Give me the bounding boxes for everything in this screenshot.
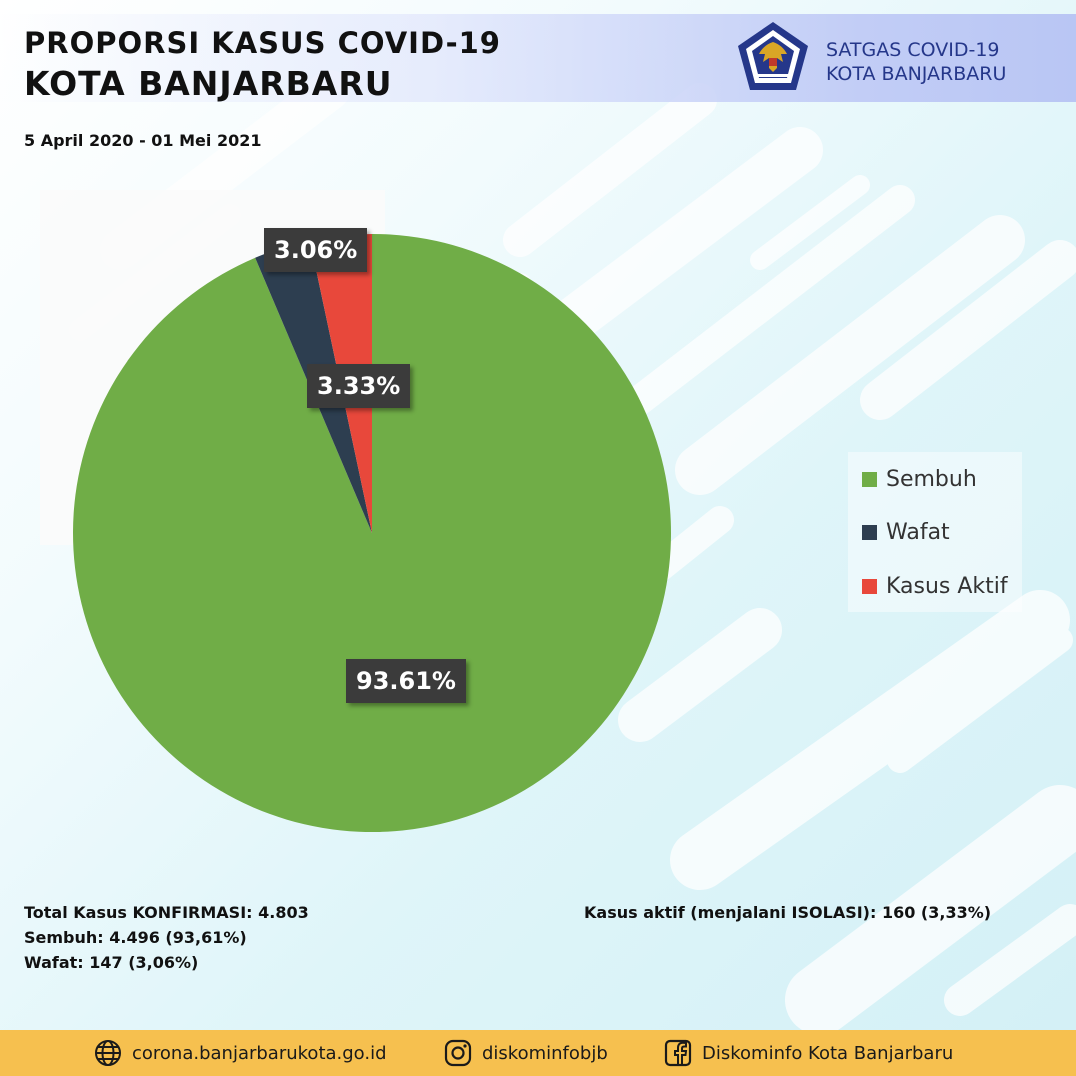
footer-website[interactable]: corona.banjarbarukota.go.id	[94, 1030, 387, 1076]
legend-swatch-sembuh	[862, 471, 877, 487]
footer-facebook-text: Diskominfo Kota Banjarbaru	[702, 1042, 954, 1064]
legend-item-sembuh: Sembuh	[862, 464, 977, 494]
legend-label-wafat: Wafat	[886, 519, 950, 545]
instagram-icon	[444, 1039, 472, 1067]
legend-label-kasus-aktif: Kasus Aktif	[886, 573, 1008, 599]
org-name: SATGAS COVID-19 KOTA BANJARBARU	[826, 38, 1006, 86]
title-line-2: KOTA BANJARBARU	[24, 64, 393, 103]
footer-instagram[interactable]: diskominfobjb	[444, 1030, 608, 1076]
legend-label-sembuh: Sembuh	[886, 466, 977, 492]
stat-total-confirmed: Total Kasus KONFIRMASI: 4.803	[24, 903, 309, 922]
title-line-1: PROPORSI KASUS COVID-19	[24, 26, 501, 60]
stat-active-cases: Kasus aktif (menjalani ISOLASI): 160 (3,…	[584, 903, 992, 922]
footer-bar: corona.banjarbarukota.go.id diskominfobj…	[0, 1030, 1076, 1076]
legend-item-kasus-aktif: Kasus Aktif	[862, 571, 1008, 601]
globe-icon	[95, 1040, 121, 1066]
footer-instagram-text: diskominfobjb	[482, 1042, 608, 1064]
header-band	[0, 14, 1076, 102]
stat-recovered: Sembuh: 4.496 (93,61%)	[24, 928, 247, 947]
pie-slice-sembuh	[73, 234, 672, 832]
footer-website-text: corona.banjarbarukota.go.id	[132, 1042, 387, 1064]
stat-deaths: Wafat: 147 (3,06%)	[24, 953, 199, 972]
date-range: 5 April 2020 - 01 Mei 2021	[24, 131, 262, 150]
legend-swatch-kasus-aktif	[862, 578, 877, 594]
footer-facebook[interactable]: Diskominfo Kota Banjarbaru	[664, 1030, 953, 1076]
data-label-kasus-aktif: 3.33%	[307, 364, 411, 408]
facebook-icon	[664, 1039, 692, 1067]
data-label-sembuh: 93.61%	[346, 659, 466, 703]
chart-legend: Sembuh Wafat Kasus Aktif	[848, 452, 1022, 612]
garuda-emblem-icon	[738, 22, 808, 90]
org-name-line-1: SATGAS COVID-19	[826, 39, 1000, 61]
legend-item-wafat: Wafat	[862, 517, 950, 547]
legend-swatch-wafat	[862, 524, 877, 540]
org-name-line-2: KOTA BANJARBARU	[826, 63, 1007, 85]
data-label-wafat: 3.06%	[264, 228, 368, 272]
